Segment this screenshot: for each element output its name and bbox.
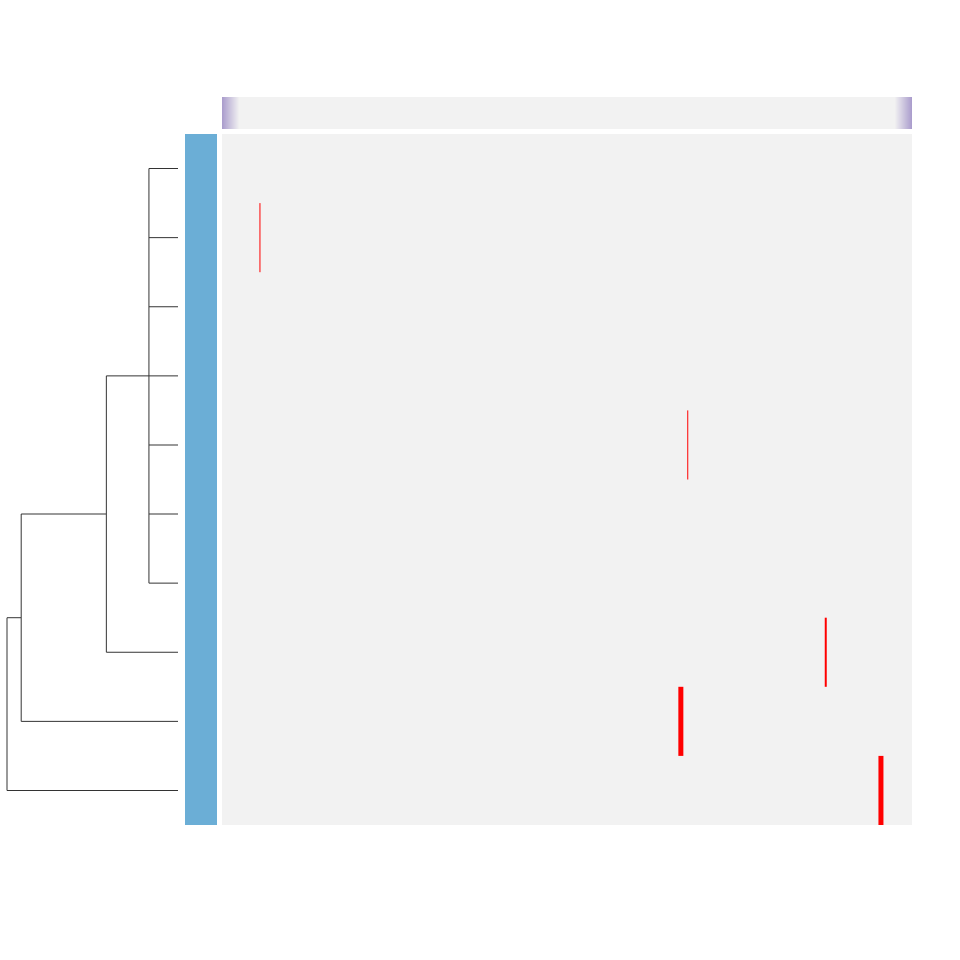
column-annotation-bar (222, 97, 912, 129)
heatmap-cell (687, 410, 689, 480)
heatmap-cell (824, 617, 827, 687)
row-dendrogram (6, 168, 178, 791)
heatmap-cell (878, 755, 884, 825)
heatmap-background (222, 134, 912, 825)
heatmap-cell (678, 686, 684, 756)
heatmap-cells (259, 203, 884, 825)
heatmap-cell (259, 203, 261, 273)
row-annotation-bar (185, 134, 217, 825)
